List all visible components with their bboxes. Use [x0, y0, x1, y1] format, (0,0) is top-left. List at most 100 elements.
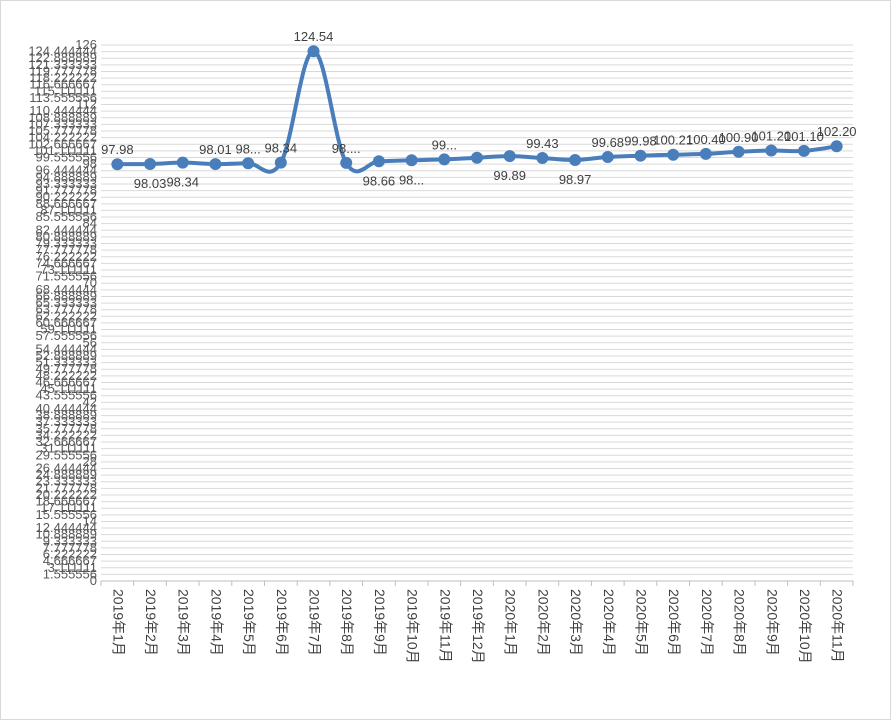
- y-axis-ticks: 01.5555563.1111114.6666676.2222227.77777…: [28, 37, 97, 588]
- data-label: 99.68: [592, 135, 625, 150]
- x-tick-label: 2020年9月: [764, 589, 780, 656]
- y-tick-label: 14: [83, 513, 97, 528]
- data-point: [732, 145, 745, 158]
- x-tick-label: 2020年7月: [699, 589, 715, 656]
- data-label: 97.98: [101, 142, 134, 157]
- data-point: [372, 155, 385, 168]
- data-point: [405, 154, 418, 167]
- data-label: 100.90: [719, 130, 759, 145]
- data-point: [471, 151, 483, 164]
- data-point: [536, 152, 549, 165]
- y-tick-label: 42: [83, 394, 97, 409]
- x-tick-label: 2019年11月: [437, 589, 453, 663]
- y-tick-label: 85.555556: [36, 209, 97, 224]
- data-point: [830, 140, 843, 153]
- y-tick-label: 66.888889: [36, 288, 97, 303]
- y-tick-label: 71.555556: [36, 269, 97, 284]
- data-point: [274, 156, 287, 169]
- data-point: [667, 148, 680, 161]
- data-label: 98....: [332, 141, 361, 156]
- y-tick-label: 113.555556: [29, 90, 97, 105]
- y-tick-label: 99.555556: [36, 149, 97, 164]
- data-point: [765, 144, 778, 157]
- data-label: 101.10: [784, 129, 824, 144]
- data-label: 98.66: [363, 173, 396, 188]
- y-tick-label: 74.666667: [36, 255, 97, 270]
- y-tick-label: 31.111111: [40, 441, 97, 456]
- y-tick-label: 7.777778: [43, 540, 97, 555]
- gridlines: [101, 44, 853, 582]
- x-tick-label: 2020年8月: [732, 589, 748, 656]
- data-point: [601, 150, 614, 163]
- y-tick-label: 70: [83, 275, 97, 290]
- y-tick-label: 68.444444: [36, 282, 97, 297]
- y-tick-label: 62.222222: [36, 308, 97, 323]
- y-tick-label: 79.333333: [36, 236, 97, 251]
- y-tick-label: 105.777778: [28, 123, 97, 138]
- y-tick-label: 32.666667: [36, 434, 97, 449]
- series-line-layer: [111, 45, 843, 174]
- x-tick-label: 2020年11月: [830, 589, 846, 663]
- y-tick-label: 93.333333: [36, 176, 97, 191]
- y-tick-label: 6.222222: [43, 547, 97, 562]
- data-point: [209, 158, 222, 171]
- x-tick-label: 2020年3月: [568, 589, 584, 656]
- data-point: [307, 45, 320, 58]
- data-label: 124.54: [294, 29, 334, 44]
- y-tick-label: 21.777778: [36, 480, 97, 495]
- data-point: [242, 157, 255, 170]
- data-label: 99.98: [624, 134, 657, 149]
- y-tick-label: 49.777778: [36, 361, 97, 376]
- data-point: [176, 156, 189, 169]
- y-tick-label: 65.333333: [36, 295, 97, 310]
- x-tick-label: 2019年8月: [339, 589, 355, 656]
- y-tick-label: 51.333333: [36, 355, 97, 370]
- y-tick-label: 107.333333: [28, 116, 97, 131]
- data-point: [634, 149, 647, 162]
- data-point: [144, 157, 157, 170]
- x-tick-label: 2019年1月: [110, 589, 126, 656]
- y-tick-label: 88.666667: [36, 196, 97, 211]
- y-tick-label: 87.111111: [40, 202, 97, 217]
- y-tick-label: 35.777778: [36, 421, 97, 436]
- y-tick-label: 102.666667: [28, 136, 97, 151]
- y-tick-label: 28: [83, 454, 97, 469]
- y-tick-label: 84: [83, 216, 97, 231]
- y-tick-label: 118.222222: [29, 70, 97, 85]
- y-tick-label: 115.111111: [34, 83, 97, 98]
- y-tick-label: 40.444444: [36, 401, 97, 416]
- y-tick-label: 56: [83, 335, 97, 350]
- data-label: 98.03: [134, 176, 167, 191]
- y-tick-label: 37.333333: [36, 414, 97, 429]
- x-tick-label: 2020年6月: [666, 589, 682, 656]
- data-point: [438, 153, 451, 166]
- x-tick-label: 2019年9月: [372, 589, 388, 656]
- data-label: 98.97: [559, 172, 592, 187]
- data-label: 100.40: [686, 132, 726, 147]
- y-tick-label: 45.111111: [40, 381, 97, 396]
- data-point: [340, 156, 353, 169]
- data-label: 98.34: [166, 175, 199, 190]
- x-tick-label: 2019年6月: [274, 589, 290, 656]
- y-tick-label: 1.555556: [43, 566, 97, 581]
- y-tick-label: 116.666667: [29, 77, 97, 92]
- y-tick-label: 60.666667: [36, 315, 97, 330]
- x-tick-label: 2019年4月: [208, 589, 224, 656]
- x-tick-label: 2020年10月: [797, 589, 813, 664]
- y-tick-label: 122.888889: [28, 50, 97, 65]
- data-point: [569, 153, 582, 166]
- x-tick-label: 2019年5月: [241, 589, 257, 656]
- x-tick-label: 2019年7月: [307, 589, 323, 656]
- y-tick-label: 73.111111: [40, 262, 97, 277]
- data-point: [699, 147, 712, 160]
- x-tick-label: 2020年2月: [535, 589, 551, 656]
- data-point: [797, 144, 810, 157]
- y-tick-label: 52.888889: [36, 348, 97, 363]
- x-axis-ticks: 2019年1月 2019年2月 2019年3月 2019年4月 2019年5月 2019年…: [100, 581, 854, 664]
- data-label: 98.34: [265, 141, 298, 156]
- y-tick-label: 112: [76, 97, 97, 112]
- y-tick-label: 119.777778: [29, 63, 97, 78]
